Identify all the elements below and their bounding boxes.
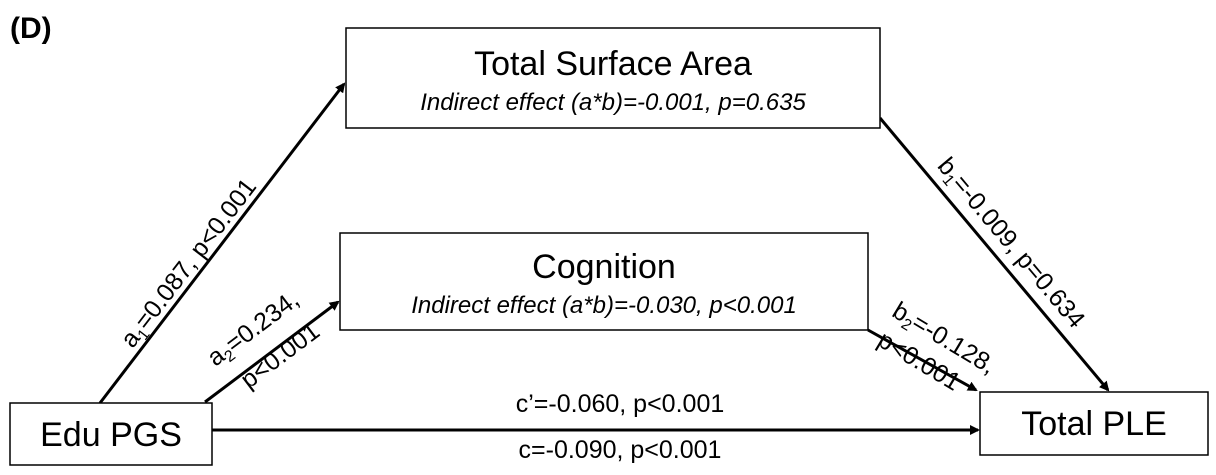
node-box [339,232,869,331]
node-label: Cognition [532,248,676,286]
panel-label: (D) [10,12,52,45]
node-label: Edu PGS [40,416,182,454]
node-label: Total Surface Area [474,45,752,83]
node-box [345,27,881,129]
edge-text: =0.087, p<0.001 [129,173,262,335]
arrow-b2 [867,328,978,392]
node-sublabel: Indirect effect (a*b)=-0.001, p=0.635 [420,89,806,116]
node-box [9,402,213,466]
edge-label: c’=-0.060, p<0.001 [516,390,725,418]
arrow-a1 [98,82,346,404]
node-sublabel: Indirect effect (a*b)=-0.030, p<0.001 [411,292,797,319]
edge-label: b1=-0.009, p=0.634 [930,152,1091,335]
edge-text: =-0.009, p=0.634 [947,170,1091,334]
edge-label: c=-0.090, p<0.001 [519,436,722,464]
node-label: Total PLE [1021,405,1167,443]
arrow-a2 [204,300,340,404]
node-box [979,391,1209,456]
arrow-b1 [878,117,1110,392]
